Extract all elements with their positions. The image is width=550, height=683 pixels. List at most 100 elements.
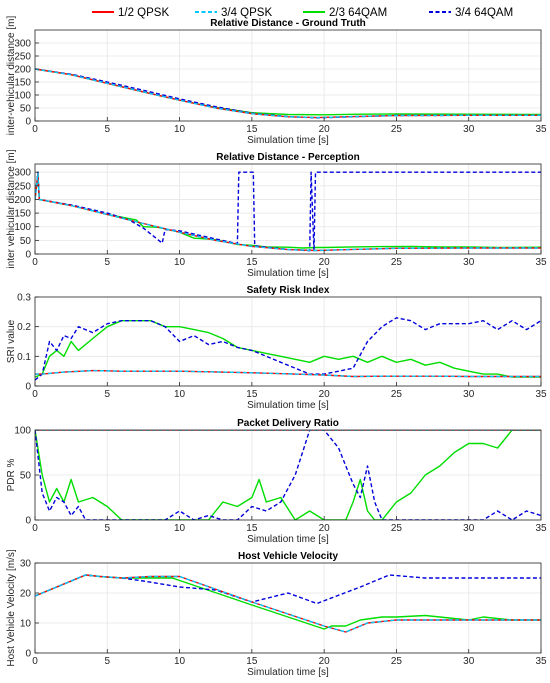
x-tick-label: 15 xyxy=(246,257,258,268)
x-tick-label: 30 xyxy=(463,257,475,268)
y-tick-label: 50 xyxy=(20,104,32,115)
x-tick-label: 25 xyxy=(391,257,403,268)
y-tick-label: 0.3 xyxy=(17,293,31,304)
x-tick-label: 30 xyxy=(463,389,475,400)
x-tick-label: 10 xyxy=(174,656,186,667)
series-line-3-4-64qam xyxy=(35,317,541,381)
x-axis-label: Simulation time [s] xyxy=(247,667,329,678)
series-line-2-3-64qam xyxy=(35,430,541,520)
legend-entry-2-3-64qam: 2/3 64QAM xyxy=(303,7,387,19)
ticks: 0 5 10 15 20 25 30 35 0 0.1 0.2 0.3 xyxy=(17,293,547,401)
x-tick-label: 10 xyxy=(174,257,186,268)
x-tick-label: 25 xyxy=(391,656,403,667)
series-group xyxy=(35,317,541,381)
chart-title: Packet Delivery Ratio xyxy=(237,418,339,429)
plot-area xyxy=(35,30,541,121)
x-tick-label: 20 xyxy=(319,257,331,268)
legend-entry-1-2-qpsk: 1/2 QPSK xyxy=(92,7,169,19)
x-tick-label: 10 xyxy=(174,523,186,534)
y-tick-label: 0 xyxy=(25,382,31,393)
x-tick-label: 15 xyxy=(246,523,258,534)
y-tick-label: 250 xyxy=(14,181,31,192)
plot-area xyxy=(35,563,541,653)
x-tick-label: 20 xyxy=(319,389,331,400)
x-tick-label: 35 xyxy=(535,389,547,400)
x-tick-label: 0 xyxy=(32,124,38,135)
series-group xyxy=(35,574,541,633)
y-tick-label: 0 xyxy=(25,649,31,660)
y-tick-label: 0 xyxy=(25,250,31,261)
legend: 1/2 QPSK 3/4 QPSK 2/3 64QAM 3/4 64QAM xyxy=(92,7,513,19)
x-tick-label: 25 xyxy=(391,523,403,534)
plot-area xyxy=(35,164,541,254)
series-line-3-4-qpsk xyxy=(35,172,541,252)
y-tick-label: 250 xyxy=(14,52,31,63)
x-axis-label: Simulation time [s] xyxy=(247,135,329,146)
y-tick-label: 50 xyxy=(20,236,32,247)
y-tick-label: 10 xyxy=(20,619,32,630)
axes-box xyxy=(34,296,542,387)
ticks: 0 5 10 15 20 25 30 35 0 10 20 30 xyxy=(20,559,547,668)
x-tick-label: 10 xyxy=(174,389,186,400)
y-axis-label: inter-vehicular distance [m] xyxy=(6,16,17,136)
y-axis-label: SRI value xyxy=(6,319,17,363)
x-tick-label: 5 xyxy=(105,124,111,135)
series-line-3-4-qpsk xyxy=(35,574,541,633)
chart-title: Host Vehicle Velocity xyxy=(238,551,338,562)
ticks: 0 5 10 15 20 25 30 35 0 50 100 xyxy=(14,426,547,535)
y-tick-label: 30 xyxy=(20,559,32,570)
x-tick-label: 5 xyxy=(105,257,111,268)
y-tick-label: 150 xyxy=(14,209,31,220)
x-tick-label: 15 xyxy=(246,656,258,667)
x-axis-label: Simulation time [s] xyxy=(247,534,329,545)
y-tick-label: 300 xyxy=(14,168,31,179)
x-tick-label: 20 xyxy=(319,124,331,135)
y-tick-label: 300 xyxy=(14,39,31,50)
series-group xyxy=(35,68,541,119)
x-tick-label: 5 xyxy=(105,389,111,400)
x-tick-label: 5 xyxy=(105,523,111,534)
chart-panel-relative-distance-ground-truth: 0 5 10 15 20 25 30 35050100150200250300Relative… xyxy=(6,16,547,146)
series-group xyxy=(35,171,541,253)
series-line-2-3-64qam xyxy=(35,320,541,378)
x-tick-label: 5 xyxy=(105,656,111,667)
x-tick-label: 15 xyxy=(246,124,258,135)
x-tick-label: 25 xyxy=(391,124,403,135)
legend-label: 1/2 QPSK xyxy=(118,7,169,19)
y-tick-label: 0.1 xyxy=(17,352,31,363)
x-tick-label: 10 xyxy=(174,124,186,135)
axes-box xyxy=(34,163,542,255)
x-tick-label: 35 xyxy=(535,257,547,268)
y-tick-label: 0 xyxy=(25,117,31,128)
x-tick-label: 0 xyxy=(32,523,38,534)
legend-label: 2/3 64QAM xyxy=(329,7,387,19)
chart-title: Relative Distance - Ground Truth xyxy=(210,18,366,29)
x-tick-label: 35 xyxy=(535,124,547,135)
x-tick-label: 30 xyxy=(463,124,475,135)
x-tick-label: 30 xyxy=(463,656,475,667)
series-group xyxy=(35,430,541,520)
x-axis-label: Simulation time [s] xyxy=(247,400,329,411)
y-tick-label: 150 xyxy=(14,78,31,89)
x-tick-label: 20 xyxy=(319,656,331,667)
x-tick-label: 0 xyxy=(32,389,38,400)
series-line-3-4-qpsk xyxy=(35,68,541,119)
x-tick-label: 25 xyxy=(391,389,403,400)
y-tick-label: 0 xyxy=(25,516,31,527)
plot-area xyxy=(35,297,541,386)
y-tick-label: 50 xyxy=(20,471,32,482)
legend-entry-3-4-qpsk: 3/4 QPSK xyxy=(195,7,272,19)
legend-entry-3-4-64qam: 3/4 64QAM xyxy=(429,7,513,19)
series-line-3-4-64qam xyxy=(35,171,541,253)
y-tick-label: 100 xyxy=(14,91,31,102)
x-tick-label: 15 xyxy=(246,389,258,400)
y-tick-label: 100 xyxy=(14,426,31,437)
chart-title: Safety Risk Index xyxy=(247,285,330,296)
x-tick-label: 20 xyxy=(319,523,331,534)
y-tick-label: 100 xyxy=(14,222,31,233)
chart-panel-relative-distance-perception: 0 5 10 15 20 25 30 35050100150200250300Relative… xyxy=(6,149,547,279)
y-axis-label: Host Vehicle Velocity [m/s] xyxy=(6,549,17,666)
